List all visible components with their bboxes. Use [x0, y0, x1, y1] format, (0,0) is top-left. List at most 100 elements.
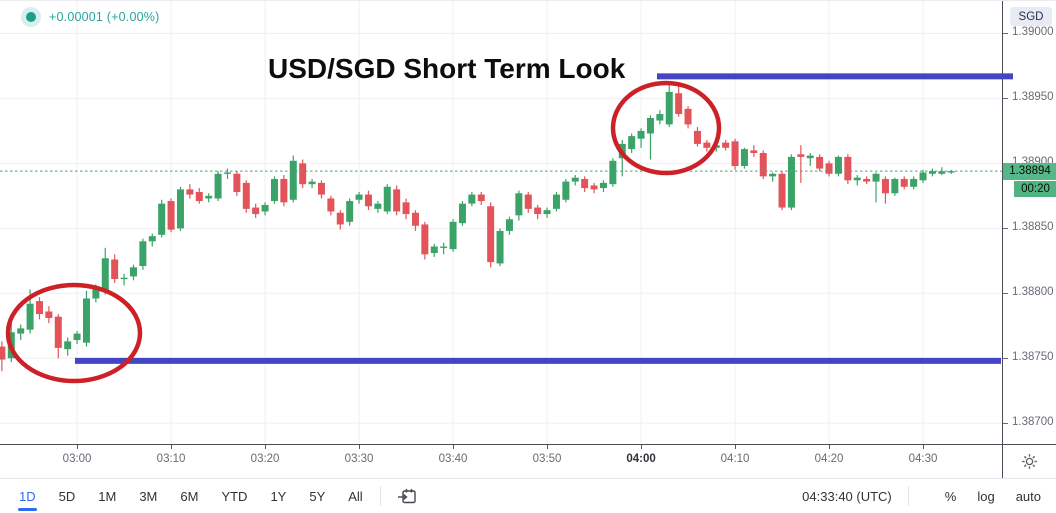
price-tick-label: 1.38700	[1012, 416, 1054, 429]
chart-pane[interactable]: +0.00001 (+0.00%) USD/SGD Short Term Loo…	[0, 1, 1056, 444]
candle-body	[797, 154, 805, 157]
candle-body	[101, 258, 109, 293]
candle-body	[693, 130, 701, 144]
price-tick-mark	[1003, 292, 1008, 294]
candle-body	[816, 156, 824, 169]
resistance-line	[657, 73, 1013, 80]
candle-body	[355, 194, 363, 200]
go-to-date-icon[interactable]	[397, 487, 418, 506]
support-line	[75, 357, 1001, 364]
candle-body	[703, 142, 711, 148]
candle-body	[167, 201, 175, 230]
price-change-label: +0.00001 (+0.00%)	[49, 10, 160, 24]
range-button-6m[interactable]: 6M	[180, 488, 199, 504]
candle-body	[769, 173, 777, 177]
candle-body	[618, 143, 626, 159]
candle-body	[327, 198, 335, 212]
candle-body	[214, 173, 222, 199]
candle-body	[242, 182, 250, 209]
candle-body	[825, 163, 833, 174]
candle-body	[280, 178, 288, 203]
axis-divider	[1002, 445, 1003, 479]
market-status-icon	[26, 12, 36, 22]
candle-body	[92, 289, 100, 299]
candle-body	[599, 182, 607, 189]
candle-body	[7, 332, 15, 359]
range-button-1y[interactable]: 1Y	[270, 488, 287, 504]
candle-body	[524, 194, 532, 209]
candle-body	[374, 203, 382, 209]
candle-body	[938, 171, 946, 174]
range-button-3m[interactable]: 3M	[139, 488, 158, 504]
candle-body	[0, 346, 6, 360]
time-tick-mark	[265, 445, 267, 449]
time-tick-mark	[641, 445, 643, 449]
candle-body	[872, 173, 880, 182]
candle-body	[317, 182, 325, 195]
candle-body	[270, 178, 278, 202]
time-tick-label: 03:00	[62, 453, 92, 465]
time-tick-mark	[547, 445, 549, 449]
time-axis[interactable]: 03:00 03:10 03:20 03:30 03:40 03:50 04:00 04:10…	[0, 444, 1056, 479]
price-tick-label: 1.39000	[1012, 26, 1054, 39]
candle-body	[346, 201, 354, 222]
price-tick-label: 1.38750	[1012, 351, 1054, 364]
candle-body	[891, 178, 899, 194]
range-button-5y[interactable]: 5Y	[309, 488, 326, 504]
price-tick-label: 1.38850	[1012, 221, 1054, 234]
candle-body	[82, 298, 90, 343]
candle-body	[628, 136, 636, 150]
candle-body	[64, 341, 72, 350]
candle-body	[45, 311, 53, 318]
candle-body	[543, 210, 551, 215]
range-button-1d[interactable]: 1D	[18, 488, 37, 511]
clock-utc-label[interactable]: 04:33:40 (UTC)	[802, 488, 892, 504]
candle-body	[853, 177, 861, 181]
candle-body	[54, 316, 62, 348]
candle-body	[205, 195, 213, 199]
candle-body	[487, 206, 495, 263]
candle-body	[684, 108, 692, 125]
candle-body	[73, 333, 81, 341]
candle-body	[364, 194, 372, 207]
candle-body	[712, 145, 720, 148]
candlestick-series	[0, 82, 955, 372]
range-button-ytd[interactable]: YTD	[221, 488, 248, 504]
candle-body	[534, 207, 542, 215]
time-tick-label: 03:20	[250, 453, 280, 465]
bottom-toolbar: 1D 5D 1M 3M 6M YTD 1Y 5Y All 04:33:40 (UTC) % lo…	[0, 478, 1056, 513]
range-button-all[interactable]: All	[348, 488, 363, 504]
time-tick-label: 04:00	[626, 453, 656, 465]
candle-body	[458, 203, 466, 224]
candle-body	[26, 303, 34, 330]
candle-body	[609, 160, 617, 185]
currency-badge: SGD	[1010, 7, 1052, 26]
time-tick-mark	[77, 445, 79, 449]
price-axis[interactable]: SGD 1.390001.389501.389001.388501.388001…	[1002, 1, 1056, 444]
settings-gear-icon[interactable]	[1021, 453, 1038, 470]
last-price-badge: 1.38894	[1003, 162, 1056, 180]
range-button-5d[interactable]: 5D	[58, 488, 76, 504]
percent-scale-button[interactable]: %	[944, 488, 957, 504]
price-tick-mark	[1003, 32, 1008, 34]
time-tick-label: 04:10	[720, 453, 750, 465]
date-range-buttons: 1D 5D 1M 3M 6M YTD 1Y 5Y All	[18, 487, 364, 511]
candle-body	[496, 230, 504, 264]
candle-body	[111, 259, 119, 280]
price-tick-label: 1.38950	[1012, 91, 1054, 104]
candle-body	[148, 236, 156, 242]
candle-body	[120, 277, 128, 280]
candle-body	[722, 142, 730, 148]
log-scale-button[interactable]: log	[977, 488, 995, 504]
candle-body	[477, 194, 485, 202]
candle-body	[411, 212, 419, 226]
time-tick-label: 03:40	[438, 453, 468, 465]
auto-scale-button[interactable]: auto	[1015, 488, 1041, 504]
time-tick-mark	[735, 445, 737, 449]
range-button-1m[interactable]: 1M	[98, 488, 117, 504]
candle-body	[590, 185, 598, 190]
instrument-legend: +0.00001 (+0.00%)	[26, 10, 159, 24]
candle-body	[552, 194, 560, 209]
time-tick-label: 04:30	[908, 453, 938, 465]
